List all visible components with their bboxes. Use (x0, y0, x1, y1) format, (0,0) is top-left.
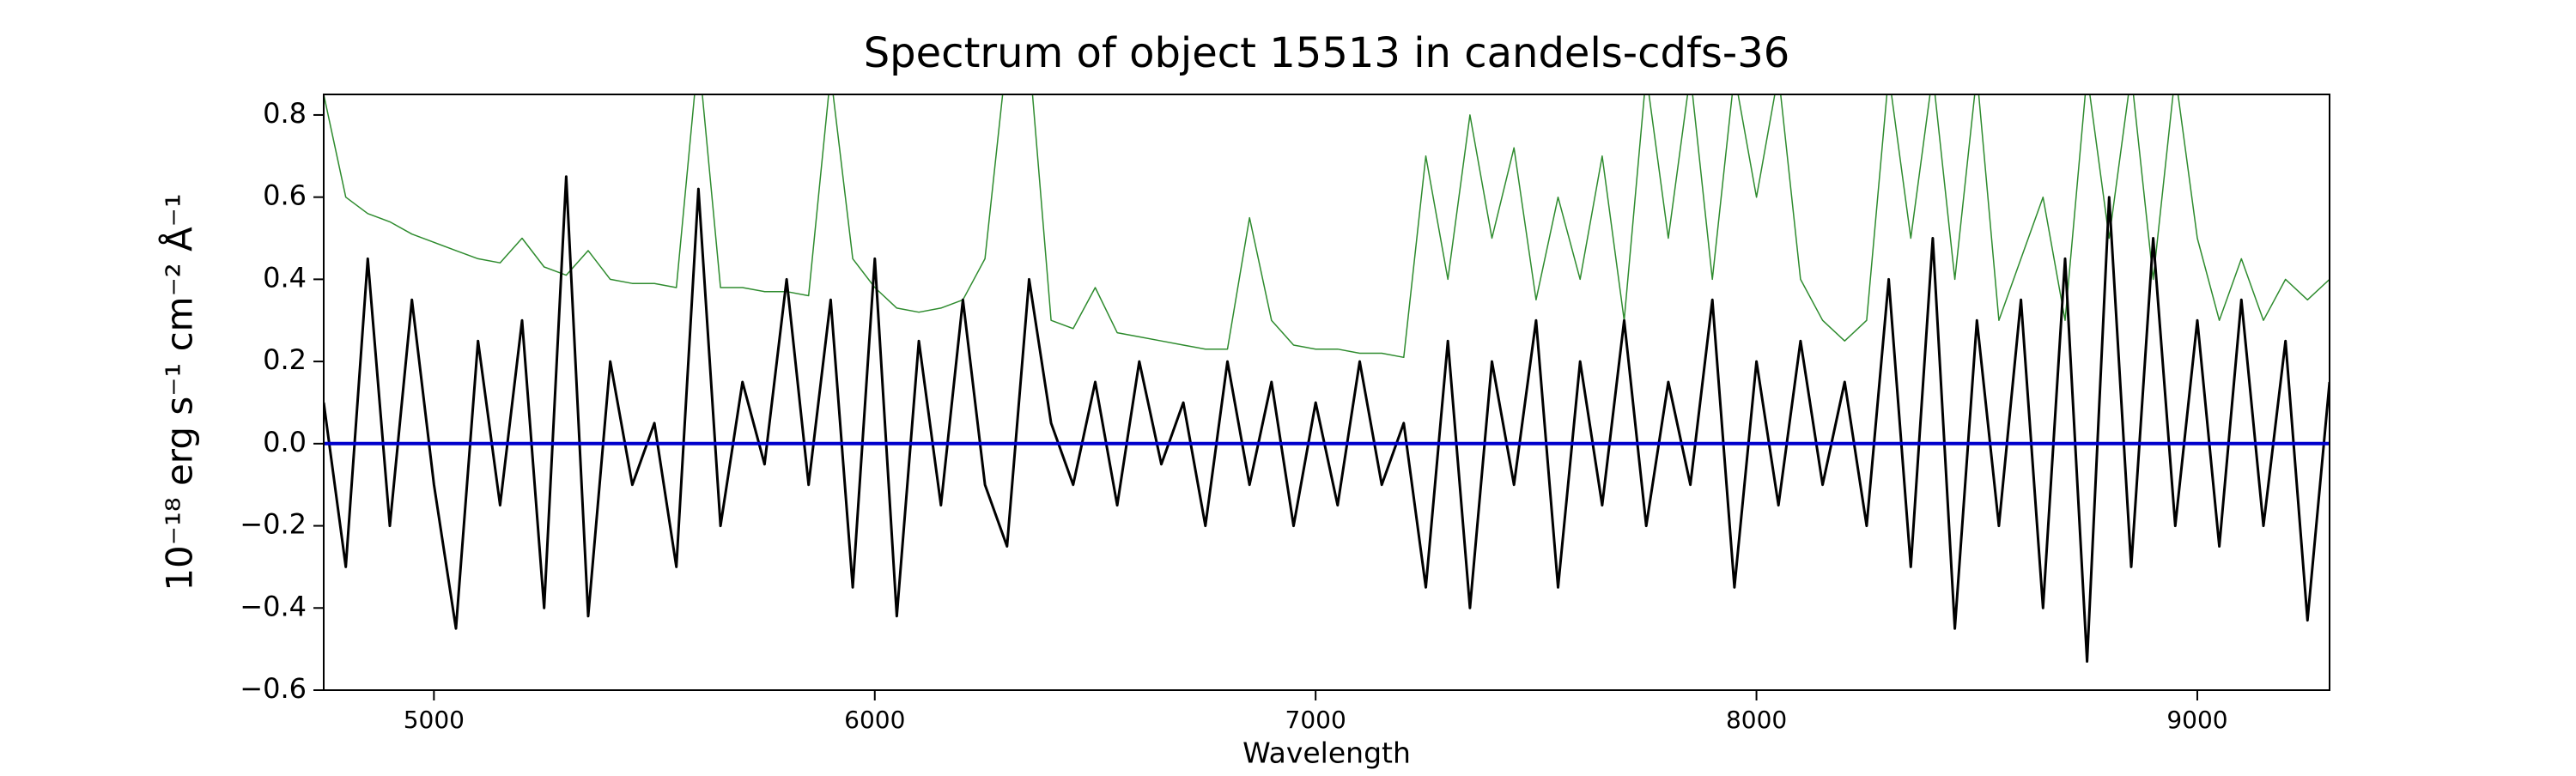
y-tick-label: −0.2 (240, 508, 307, 541)
y-tick-label: −0.4 (240, 590, 307, 622)
x-tick-label: 9000 (2166, 706, 2227, 734)
y-tick-label: 0.0 (263, 426, 307, 458)
plot-area (324, 94, 2330, 663)
y-tick-label: 0.8 (263, 97, 307, 130)
x-tick-label: 5000 (404, 706, 465, 734)
y-axis-label: 10⁻¹⁸ erg s⁻¹ cm⁻² Å⁻¹ (158, 193, 201, 591)
x-axis-label: Wavelength (1242, 737, 1411, 770)
x-tick-label: 7000 (1285, 706, 1346, 734)
chart-title: Spectrum of object 15513 in candels-cdfs… (864, 29, 1790, 77)
y-tick-label: −0.6 (240, 672, 307, 705)
y-tick-label: 0.2 (263, 343, 307, 376)
x-tick-label: 6000 (844, 706, 905, 734)
x-tick-label: 8000 (1726, 706, 1787, 734)
y-tick-label: 0.4 (263, 261, 307, 294)
spectrum-line (324, 94, 2330, 359)
y-tick-label: 0.6 (263, 179, 307, 212)
axes-frame (323, 94, 2330, 691)
spectrum-line (324, 175, 2330, 663)
